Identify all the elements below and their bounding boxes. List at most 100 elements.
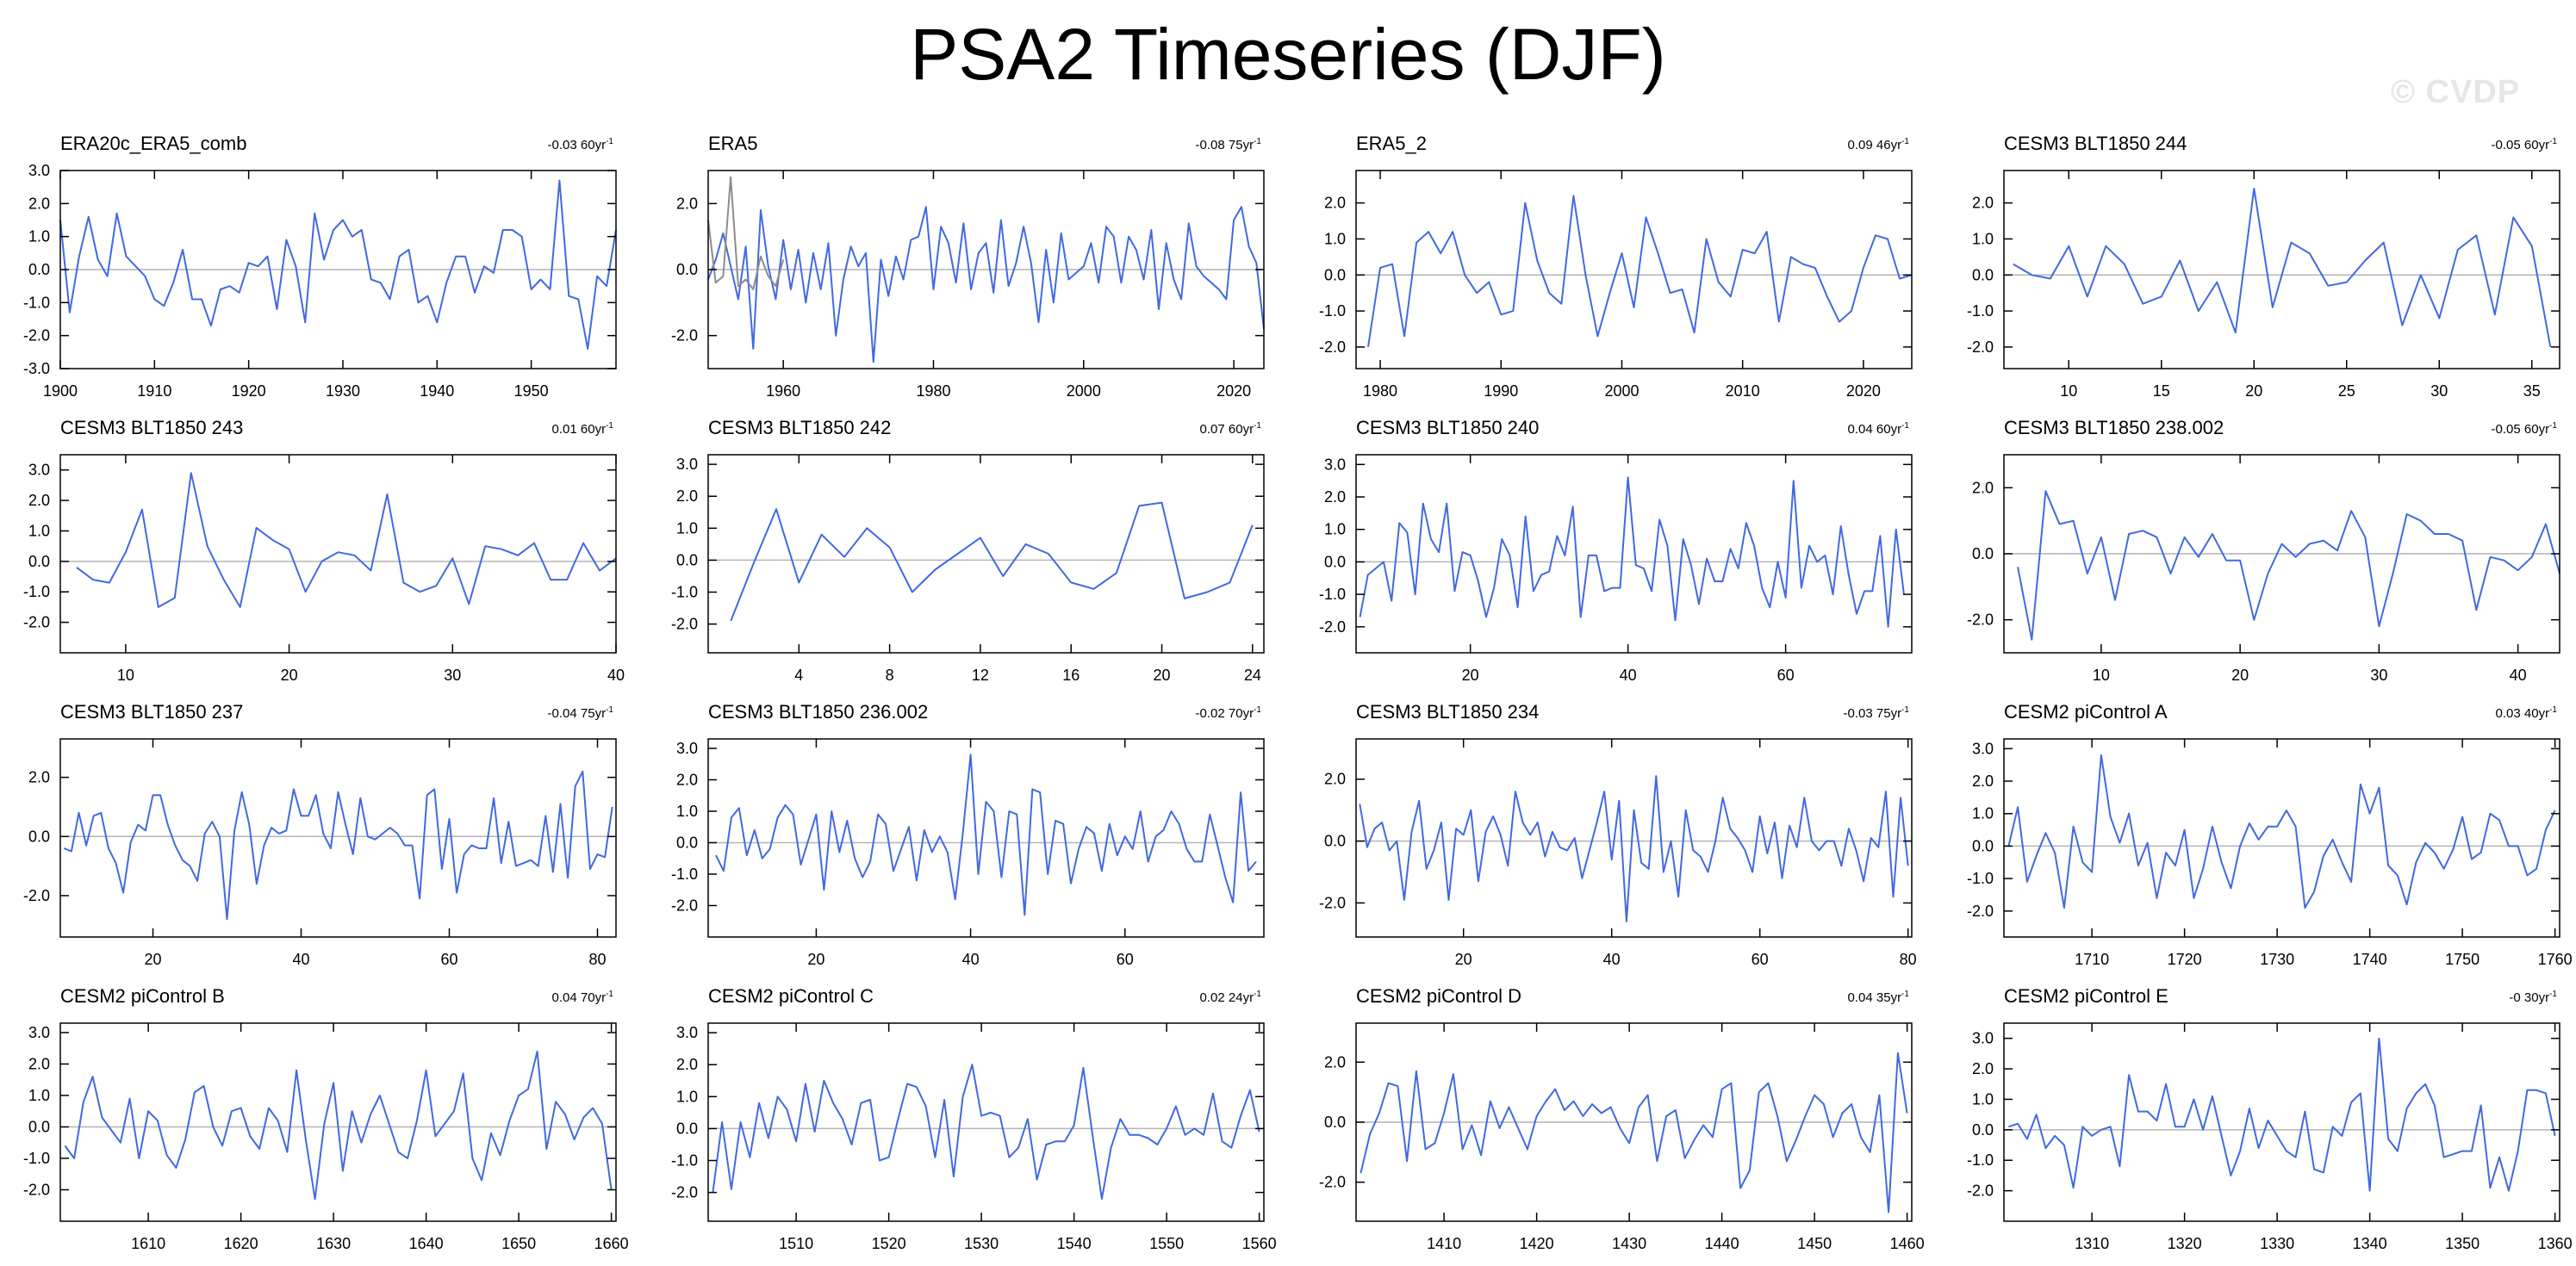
y-tick-label: 2.0 [1972,479,1994,496]
trend-unit: 60yr [580,422,607,437]
panel-title: CESM3 BLT1850 240 [1356,417,1540,438]
y-tick-label: 0.0 [1324,553,1346,570]
y-tick-label: 2.0 [676,487,698,505]
y-tick-label: 3.0 [1972,740,1994,757]
trend-label: -0.05 60yr-1 [2492,137,2557,152]
x-tick-label: 80 [1900,951,1917,968]
x-tick-label: 40 [962,951,980,968]
y-tick-label: 0.0 [1324,1114,1346,1131]
x-tick-label: 1760 [2538,951,2573,968]
x-tick-label: 40 [607,667,625,684]
chart-panel: CESM3 BLT1850 244 -0.05 60yr-1 10 15 20 25 30 3… [1944,129,2576,413]
x-tick-label: 25 [2338,382,2355,400]
panel-title: ERA5 [708,133,758,154]
plot-frame [59,454,617,654]
chart-panel: CESM3 BLT1850 234 -0.03 75yr-1 20 40 60 80 2.0… [1296,698,1944,982]
trend-label: 0.09 46yr-1 [1848,137,1909,152]
plot-frame [1355,454,1913,654]
plot-frame [2003,170,2560,369]
x-tick-label: 8 [886,667,894,684]
trend-label: -0 30yr-1 [2509,990,2557,1005]
y-tick-label: 0.0 [676,551,698,568]
y-tick-label: -1.0 [1319,586,1346,603]
x-tick-label: 40 [2510,667,2527,684]
x-tick-label: 2020 [1846,382,1881,400]
trend-unit: 75yr [1876,706,1902,721]
x-tick-label: 20 [1154,667,1171,684]
y-tick-label: -1.0 [671,1152,698,1170]
y-tick-label: 0.0 [28,1118,50,1135]
trend-unit: 30yr [2523,990,2550,1005]
x-tick-label: 20 [807,951,824,968]
x-tick-label: 60 [1752,951,1769,968]
panel-plot: 1980 1990 2000 2010 2020 2.0 1.0 0.0 -1.0 -2.0 [1319,170,1913,400]
x-tick-label: 1320 [2168,1235,2202,1252]
trend-value: -0.05 [2491,138,2521,152]
x-tick-label: 10 [117,667,134,684]
y-tick-label: -2.0 [1967,1182,1994,1200]
trend-exponent: -1 [2549,137,2557,146]
series-line [707,206,1265,363]
panel-plot: 1510 1520 1530 1540 1550 1560 3.0 2.0 1.0 0.0 -1.0… [671,1022,1277,1252]
x-tick-label: 60 [440,951,457,968]
y-tick-label: -2.0 [1319,1174,1346,1191]
x-tick-label: 20 [2231,667,2249,684]
x-tick-label: 1510 [779,1235,813,1252]
y-tick-label: 0.0 [28,553,50,570]
x-tick-label: 40 [292,951,309,968]
trend-unit: 24yr [1228,990,1254,1005]
y-tick-label: 2.0 [1972,1060,1994,1077]
trend-value: 0.04 [1847,422,1873,437]
x-tick-label: 1750 [2445,951,2480,968]
plot-frame [1355,738,1913,938]
y-tick-label: 1.0 [676,519,698,537]
trend-unit: 70yr [580,990,607,1005]
trend-exponent: -1 [1254,705,1261,715]
y-tick-label: -1.0 [1967,870,1994,887]
panel-plot: 20 40 60 3.0 2.0 1.0 0.0 -1.0 -2.0 [1319,454,1913,684]
trend-exponent: -1 [1901,705,1909,715]
x-tick-label: 30 [444,667,461,684]
y-tick-label: 2.0 [676,771,698,788]
x-tick-label: 1440 [1705,1235,1739,1252]
panel-plot: 20 40 60 80 2.0 0.0 -2.0 [1319,738,1917,968]
x-tick-label: 1710 [2075,951,2109,968]
y-tick-label: -1.0 [671,584,698,601]
trend-unit: 60yr [580,138,607,152]
y-tick-label: 3.0 [28,1024,50,1041]
y-tick-label: 1.0 [676,1088,698,1105]
x-tick-label: 2010 [1726,382,1760,400]
chart-panel: CESM3 BLT1850 242 0.07 60yr-1 4 8 12 16 20 24 3.… [648,413,1296,698]
x-tick-label: 1530 [964,1235,999,1252]
x-tick-label: 10 [2093,667,2110,684]
y-tick-label: 3.0 [676,740,698,757]
y-tick-label: 2.0 [1324,488,1346,506]
trend-label: 0.01 60yr-1 [552,421,613,437]
trend-exponent: -1 [2549,421,2557,431]
trend-unit: 75yr [580,706,607,721]
trend-value: -0.05 [2491,422,2521,437]
x-tick-label: 1950 [514,382,549,400]
y-tick-label: 2.0 [1324,195,1346,212]
x-tick-label: 1740 [2353,951,2387,968]
panel-title: CESM2 piControl E [2004,985,2168,1007]
panel-title: CESM2 piControl D [1356,985,1521,1007]
trend-label: -0.02 70yr-1 [1196,705,1261,721]
panel-title: CESM3 BLT1850 243 [60,417,244,438]
y-tick-label: -1.0 [1967,1151,1994,1169]
y-tick-label: 1.0 [1324,230,1346,247]
x-tick-label: 1410 [1427,1235,1461,1252]
trend-unit: 75yr [1228,138,1254,152]
trend-exponent: -1 [1254,990,1261,999]
y-tick-label: -1.0 [23,294,50,311]
y-tick-label: 3.0 [28,462,50,479]
x-tick-label: 1730 [2260,951,2294,968]
trend-unit: 60yr [1876,422,1902,437]
trend-label: 0.04 70yr-1 [552,990,613,1005]
series-line [730,501,1254,622]
page-title: PSA2 Timeseries (DJF) [910,14,1666,95]
x-tick-label: 30 [2430,382,2448,400]
trend-value: 0.01 [551,422,577,437]
y-tick-label: 0.0 [676,261,698,278]
x-tick-label: 1930 [326,382,360,400]
